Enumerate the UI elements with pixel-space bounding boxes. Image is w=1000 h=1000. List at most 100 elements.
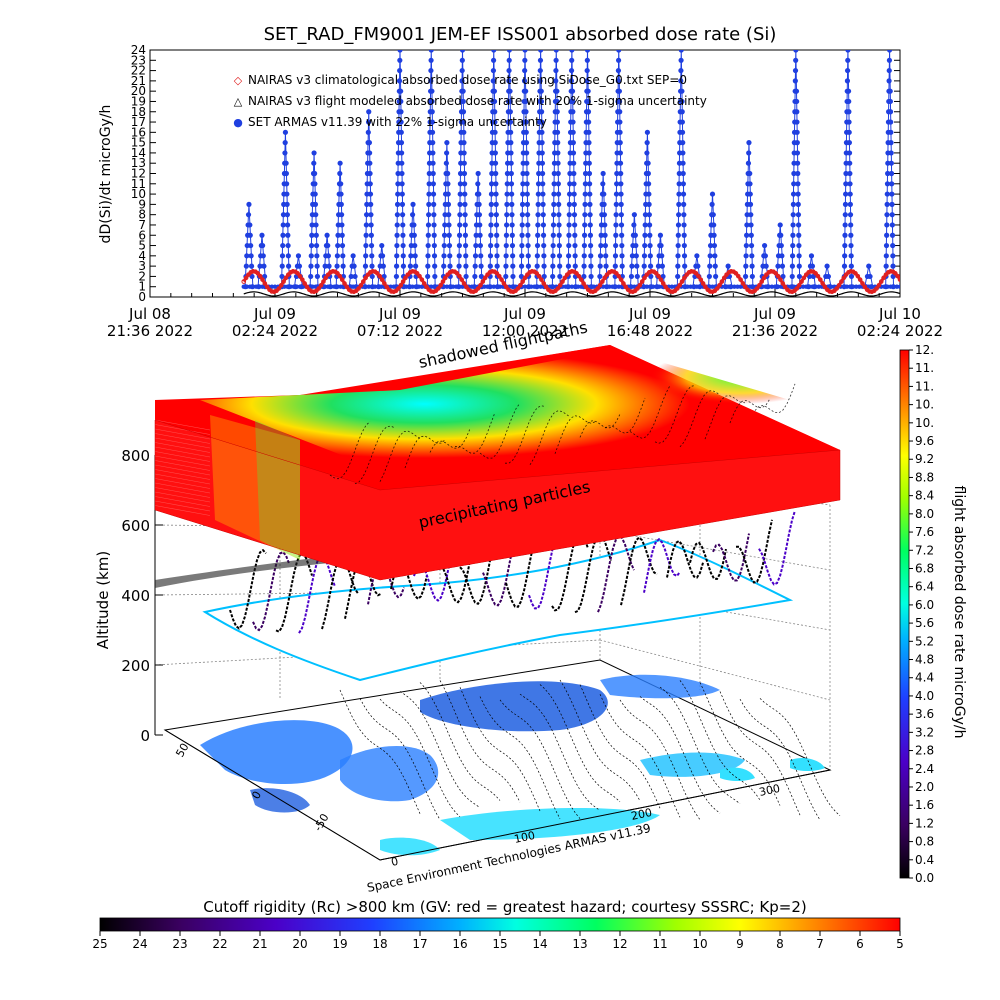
slab-edge-line <box>154 500 211 512</box>
nairas-point <box>635 286 640 291</box>
right-colorbar-tick-label: 9.2 <box>915 452 934 466</box>
armas-point <box>678 67 684 74</box>
armas-point <box>845 88 852 94</box>
nairas-point <box>464 284 469 290</box>
armas-base-point <box>738 284 743 289</box>
armas-base-point <box>454 284 459 289</box>
nairas-point <box>871 288 877 294</box>
armas-point <box>884 212 890 218</box>
armas-point <box>926 233 931 238</box>
armas-point <box>340 253 346 259</box>
nairas-point <box>328 270 333 275</box>
armas-point <box>488 212 494 218</box>
armas-point <box>890 253 896 259</box>
right-colorbar-tick-label: 6.4 <box>915 580 934 594</box>
nairas-point <box>330 269 336 274</box>
nairas-point <box>806 270 811 275</box>
armas-base-point <box>432 284 437 289</box>
armas-point <box>707 242 714 249</box>
armas-point <box>312 181 318 187</box>
armas-point <box>475 170 481 177</box>
armas-point <box>536 170 542 177</box>
nairas-point <box>976 274 980 278</box>
armas-point <box>524 150 530 156</box>
slab-track <box>754 383 796 414</box>
armas-point <box>963 284 968 289</box>
armas-point <box>775 263 781 269</box>
armas-point <box>644 129 650 135</box>
armas-point <box>459 50 466 53</box>
nairas-point <box>421 281 427 286</box>
longitude-axis <box>379 769 831 861</box>
armas-point <box>748 222 754 228</box>
armas-base-point <box>482 284 487 289</box>
armas-point <box>523 129 529 135</box>
nairas-point <box>595 286 600 291</box>
armas-point <box>945 191 950 196</box>
armas-point <box>943 202 948 207</box>
armas-point <box>645 170 651 177</box>
armas-point <box>629 263 635 269</box>
armas-point <box>681 253 688 259</box>
armas-point <box>348 273 354 280</box>
armas-base-point <box>763 284 768 289</box>
nairas-point <box>724 272 729 277</box>
armas-point <box>746 150 752 156</box>
nairas-point <box>271 289 277 295</box>
armas-point <box>380 263 386 269</box>
armas-point <box>539 140 545 146</box>
armas-point <box>909 264 914 269</box>
armas-point <box>503 242 509 249</box>
nairas-point <box>508 289 514 294</box>
slab-edge-line <box>154 469 211 480</box>
armas-point <box>519 253 525 259</box>
armas-point <box>308 273 314 280</box>
armas-base-point <box>485 284 490 289</box>
armas-point <box>461 160 467 166</box>
armas-point <box>556 232 562 238</box>
nairas-point <box>663 284 668 290</box>
armas-point <box>889 232 896 238</box>
y-tick-label: 14 <box>131 146 146 160</box>
armas-point <box>584 50 591 53</box>
nairas-point <box>534 271 540 276</box>
armas-point <box>509 212 515 218</box>
nairas-point <box>375 271 380 276</box>
armas-point <box>322 263 328 269</box>
armas-point <box>520 191 526 197</box>
armas-point <box>846 150 853 156</box>
armas-point <box>745 160 752 166</box>
armas-base-point <box>244 284 250 289</box>
armas-point <box>540 222 546 228</box>
nairas-point <box>738 277 743 282</box>
armas-point <box>928 181 933 186</box>
nairas-point <box>773 271 779 276</box>
armas-point <box>793 50 799 53</box>
flight-modeled-line <box>243 291 900 297</box>
armas-point <box>398 119 404 125</box>
armas-point <box>572 253 578 259</box>
armas-base-point <box>750 284 756 289</box>
bottom-colorbar-tick-label: 20 <box>292 937 307 951</box>
armas-point <box>279 273 285 280</box>
slab-edge-line <box>154 460 211 471</box>
nairas-point <box>405 272 411 277</box>
nairas-point <box>349 289 354 294</box>
armas-point <box>477 242 484 249</box>
nairas-point <box>682 275 687 281</box>
armas-point <box>644 150 650 156</box>
armas-point <box>460 88 466 94</box>
armas-point <box>339 212 345 218</box>
bottom-colorbar-tick-label: 18 <box>372 937 387 951</box>
armas-point <box>282 140 288 146</box>
armas-point <box>507 119 514 125</box>
armas-point <box>809 263 816 269</box>
nairas-point <box>525 272 530 277</box>
armas-point <box>681 222 687 228</box>
armas-point <box>400 242 406 249</box>
armas-point <box>430 170 436 177</box>
armas-base-point <box>288 284 293 289</box>
armas-base-point <box>979 285 983 289</box>
armas-base-point <box>241 284 246 289</box>
armas-point <box>796 232 802 238</box>
